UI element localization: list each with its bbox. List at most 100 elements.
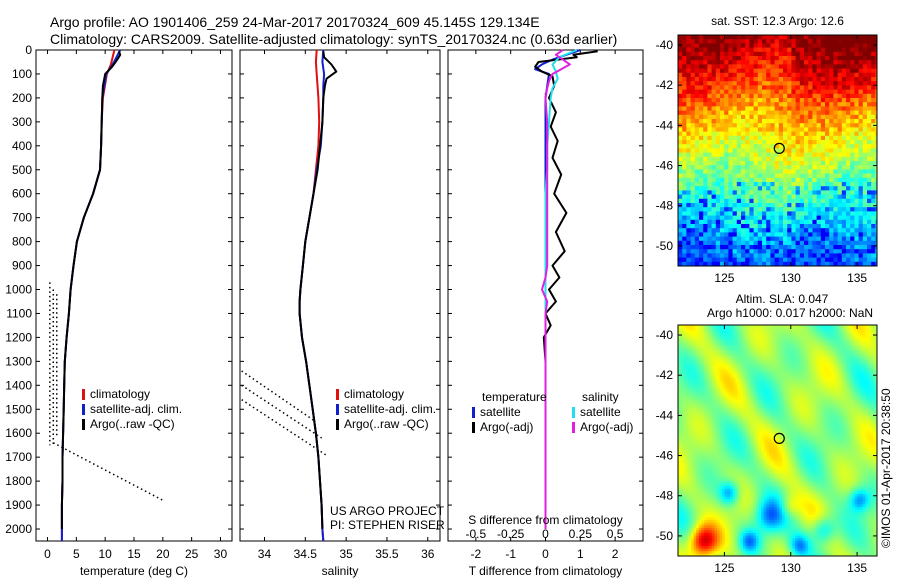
map-y-tick-label: -50 (656, 529, 674, 543)
y-tick-label: 0 (25, 43, 32, 57)
map-frame (677, 324, 878, 557)
y-tick-label: 1500 (5, 402, 32, 416)
legend-label: Argo(-adj) (580, 420, 633, 434)
legend-swatch (472, 407, 475, 418)
legend-label: climatology (90, 387, 150, 401)
y-tick-label: 600 (12, 187, 32, 201)
x-tick-label: 0 (542, 547, 549, 561)
map-frame (677, 34, 878, 267)
x-axis-label: T difference from climatology (469, 564, 623, 578)
y-tick-label: 2000 (5, 522, 32, 536)
map-y-tick-label: -42 (656, 368, 674, 382)
y-tick-label: 1700 (5, 450, 32, 464)
map-y-tick-label: -42 (656, 78, 674, 92)
y-tick-label: 200 (12, 91, 32, 105)
legend-swatch (82, 389, 85, 400)
map-y-tick-label: -44 (656, 118, 674, 132)
legend-swatch (572, 422, 575, 433)
map-y-tick-label: -46 (656, 449, 674, 463)
map-y-tick-label: -44 (656, 408, 674, 422)
legend-label: satellite (580, 405, 621, 419)
map-y-tick-label: -46 (656, 159, 674, 173)
sla-map-title-2: Argo h1000: 0.017 h2000: NaN (707, 306, 873, 320)
x-tick-label: 2 (612, 547, 619, 561)
legend-label: satellite-adj. clim. (90, 402, 182, 416)
y-tick-label: 1800 (5, 474, 32, 488)
x-tick-label: 35.5 (375, 547, 399, 561)
y-tick-label: 900 (12, 259, 32, 273)
x-tick-label: -2 (471, 547, 482, 561)
header-line-2: Climatology: CARS2009. Satellite-adjuste… (50, 31, 618, 47)
argo-position-marker (773, 432, 785, 444)
profile-panel-difference: -2 -1 0 1 2 T difference from climatology temp… (447, 49, 644, 578)
series-line-s-argo-adj- (541, 49, 571, 529)
x-tick-label: 1 (577, 547, 584, 561)
s-tick-label: 0.5 (607, 527, 624, 541)
map-x-tick-label: 130 (781, 271, 801, 285)
legend-swatch (82, 404, 85, 415)
x-tick-label: 30 (214, 547, 228, 561)
top-axis-label: S difference from climatology (468, 513, 623, 527)
legend-swatch (336, 404, 339, 415)
legend-title-temperature: temperature (482, 390, 547, 404)
legend-title-salinity: salinity (582, 390, 619, 404)
imos-timestamp: ©IMOS 01-Apr-2017 20:38:50 (879, 388, 893, 548)
y-tick-label: 800 (12, 235, 32, 249)
map-y-tick-label: -40 (656, 328, 674, 342)
dotted-range-line (241, 370, 316, 422)
y-tick-label: 1900 (5, 498, 32, 512)
y-tick-label: 1600 (5, 426, 32, 440)
heatmap-cells (678, 35, 878, 267)
legend-swatch (336, 389, 339, 400)
y-tick-label: 1400 (5, 378, 32, 392)
map-panel-sla_map: -40 -42 -44 -46 -48 -50 125 130 135 (656, 324, 878, 575)
series-line-t-argo-adj- (534, 50, 598, 529)
y-tick-label: 1000 (5, 283, 32, 297)
y-tick-label: 1200 (5, 330, 32, 344)
x-tick-label: -1 (505, 547, 516, 561)
map-x-tick-label: 125 (714, 561, 734, 575)
s-tick-label: -0.5 (466, 527, 487, 541)
header-line-1: Argo profile: AO 1901406_259 24-Mar-2017… (50, 14, 540, 30)
legend-label: satellite (480, 405, 521, 419)
x-tick-label: 10 (98, 547, 112, 561)
legend-swatch (336, 419, 339, 430)
legend-label: Argo(..raw -QC) (344, 417, 429, 431)
legend-label: Argo(-adj) (480, 420, 533, 434)
x-tick-label: 34 (258, 547, 272, 561)
sla-map-title-1: Altim. SLA: 0.047 (736, 292, 829, 306)
x-axis-label: salinity (322, 564, 359, 578)
s-tick-label: 0.25 (569, 527, 593, 541)
x-tick-label: 35 (339, 547, 353, 561)
profile-panel-temperature: 0100200300400500600700800900100011001200… (5, 43, 233, 578)
legend-label: Argo(..raw -QC) (90, 417, 175, 431)
s-tick-label: 0 (542, 527, 549, 541)
map-x-tick-label: 125 (714, 271, 734, 285)
map-x-tick-label: 135 (847, 561, 867, 575)
series-line-argo-raw-qc- (298, 51, 338, 530)
legend-label: climatology (344, 387, 404, 401)
panel-frame (239, 49, 441, 542)
x-tick-label: 5 (73, 547, 80, 561)
profile-panel-salinity: 34 34.5 35 35.5 36 salinity climatologysatelli… (239, 49, 445, 578)
argo-position-marker (773, 142, 785, 154)
x-axis-label: temperature (deg C) (80, 564, 188, 578)
legend-swatch (472, 422, 475, 433)
credit-project: US ARGO PROJECT (330, 504, 445, 518)
x-tick-label: 0 (44, 547, 51, 561)
y-tick-label: 400 (12, 139, 32, 153)
heatmap-cells (678, 325, 878, 557)
y-tick-label: 1100 (6, 306, 32, 320)
x-tick-label: 20 (156, 547, 170, 561)
y-tick-label: 700 (12, 211, 32, 225)
x-tick-label: 36 (421, 547, 435, 561)
map-panel-sst_map: -40 -42 -44 -46 -48 -50 125 130 135 (656, 34, 878, 285)
map-y-tick-label: -40 (656, 38, 674, 52)
dotted-range-line (241, 399, 327, 456)
x-tick-label: 15 (127, 547, 141, 561)
credit-pi: PI: STEPHEN RISER (330, 518, 445, 532)
s-tick-label: -0.25 (497, 527, 525, 541)
y-tick-label: 500 (12, 163, 32, 177)
y-tick-label: 300 (12, 115, 32, 129)
legend-swatch (82, 419, 85, 430)
